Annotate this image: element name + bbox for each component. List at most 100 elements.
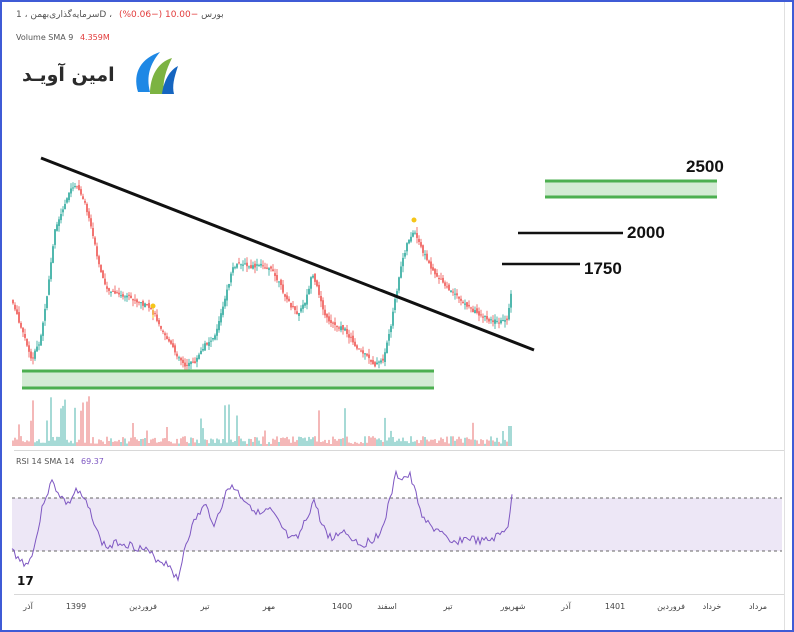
candle-body [364,353,366,355]
candle-body [494,319,496,324]
volume-bar [218,439,220,446]
event-marker-dot[interactable] [150,303,156,309]
candle-body [178,357,180,359]
candle-body [416,233,418,238]
candle-body [22,327,24,333]
candle-body [108,288,110,291]
volume-bar [302,438,304,446]
candle-body [404,253,406,257]
volume-bar [294,441,296,446]
candle-body [358,348,360,350]
candle-body [466,302,468,307]
candle-body [394,299,396,310]
candle-body [82,196,84,200]
candle-body [474,310,476,314]
candle-body [208,342,210,346]
volume-bar [370,437,372,446]
volume-bar [210,438,212,446]
candle-body [492,320,494,323]
rsi-indicator-label[interactable]: RSI 14 SMA 14 69.37 [16,457,104,466]
candle-body [428,260,430,263]
volume-bar [82,402,84,446]
volume-bar [42,442,44,446]
volume-bar [334,439,336,446]
x-tick-label: مرداد [748,602,768,611]
volume-bar [50,397,52,446]
candle-body [60,214,62,221]
pane-separator[interactable] [14,450,784,451]
volume-bar [100,440,102,446]
candle-body [42,322,44,336]
volume-bar [206,439,208,446]
event-marker-dot[interactable] [411,217,417,223]
candle-body [122,294,124,297]
volume-bar [94,443,96,446]
candle-body [136,299,138,303]
volume-bar [248,438,250,446]
candle-body [378,361,380,363]
volume-bar [406,441,408,446]
descending-trendline[interactable] [40,156,535,352]
volume-bar [78,439,80,446]
candle-body [252,265,254,269]
symbol-line[interactable]: سرمایه‌گذاری‌بهمن ، 1D ، بورس [16,10,224,20]
candle-body [280,279,282,285]
price-scale-border [784,2,785,630]
volume-bar [58,436,60,446]
candle-body [460,298,462,301]
volume-bar [216,438,218,446]
volume-bar [92,437,94,446]
volume-bar [244,441,246,446]
volume-bar [404,441,406,446]
candle-body [510,293,512,308]
volume-bar [338,438,340,446]
candle-body [426,253,428,260]
x-tick-label: 1401 [604,602,626,611]
volume-bar [452,436,454,446]
candle-body [276,275,278,281]
volume-bar [500,443,502,446]
volume-bar [112,441,114,446]
candle-body [46,296,48,308]
candle-body [170,340,172,344]
volume-bar [62,405,64,446]
candle-body [410,236,412,242]
volume-bar [116,441,118,446]
x-axis[interactable]: آذر 1399 فروردین تیر مهر 1400 اسفند تیر شهریور آذ… [2,602,792,618]
volume-bar [48,440,50,446]
volume-bar [144,438,146,446]
volume-bar [288,439,290,446]
candle-body [172,343,174,347]
candle-body [418,238,420,242]
volume-label: Volume SMA 9 [16,33,74,42]
candle-body [88,211,90,219]
candle-body [34,350,36,359]
volume-bar [20,436,22,446]
volume-bar [368,436,370,446]
candle-body [206,343,208,345]
candle-body [110,291,112,293]
candle-body [436,273,438,277]
candle-body [396,291,398,299]
tradingview-logo-icon[interactable]: 17 [17,574,34,588]
volume-indicator-label[interactable]: Volume SMA 9 4.359M [16,33,110,42]
volume-bar [104,444,106,446]
candle-body [350,336,352,338]
candle-body [316,280,318,287]
volume-bar [362,443,364,446]
candle-body [150,307,152,310]
volume-bar [30,420,32,446]
volume-bar [110,438,112,446]
volume-bar [276,436,278,446]
candle-body [196,357,198,362]
volume-bar [64,399,66,446]
volume-bar [168,441,170,446]
candle-body [18,312,20,323]
candle-body [314,273,316,282]
volume-bar [486,439,488,446]
logo-text: امین آویـد [22,64,115,86]
volume-bar [296,440,298,446]
volume-bar [232,442,234,446]
candle-body [308,288,310,295]
